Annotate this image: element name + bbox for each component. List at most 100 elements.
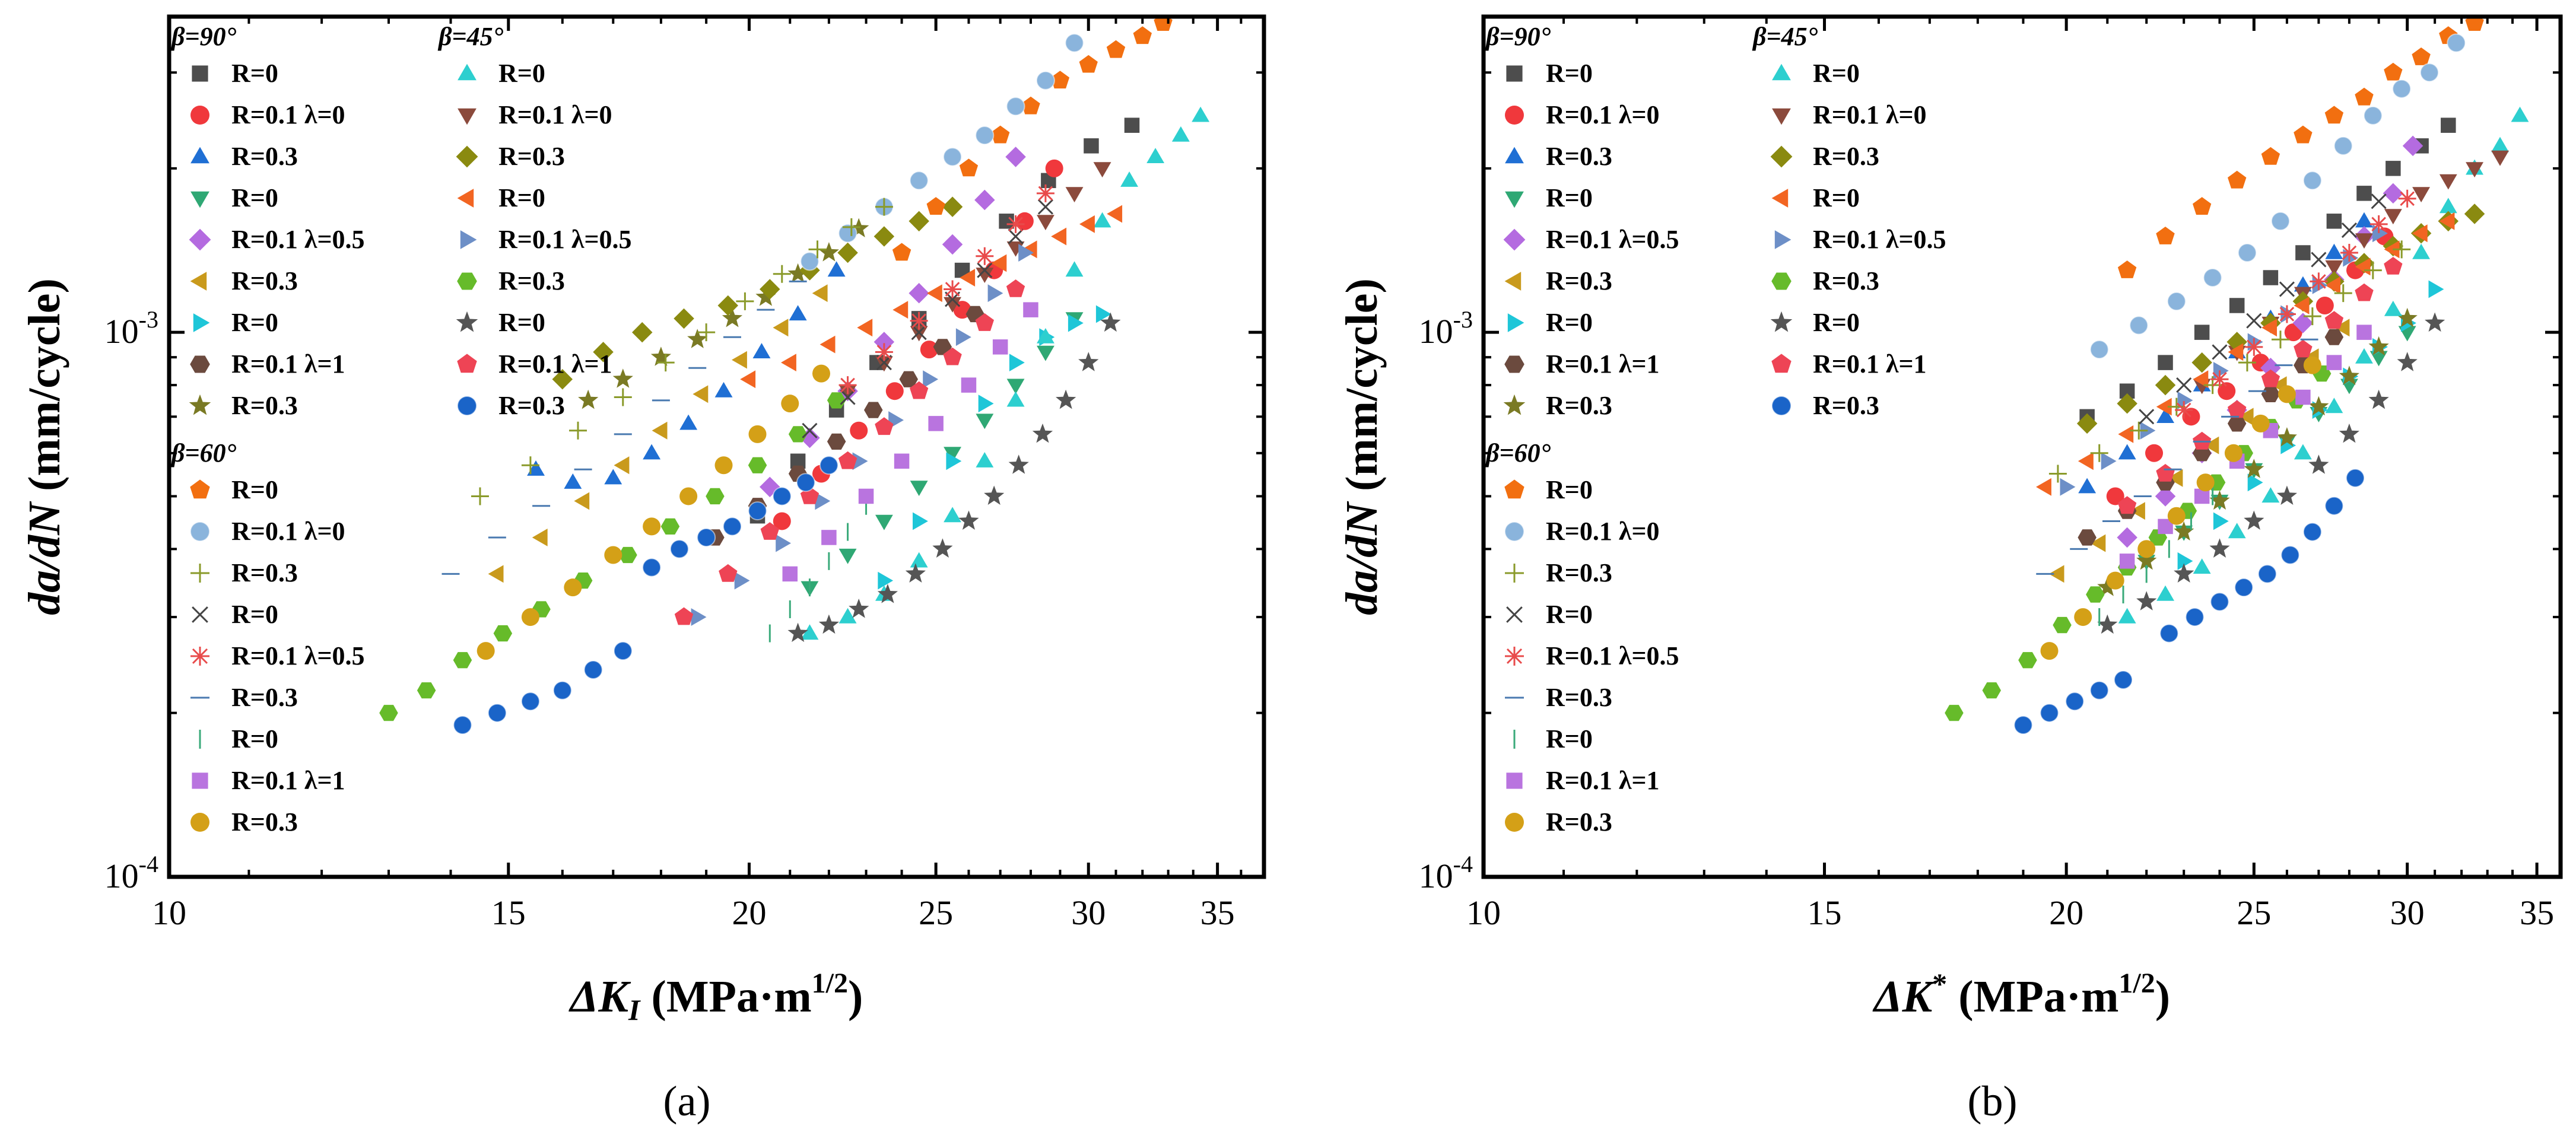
- legend-label: R=0: [1546, 183, 1593, 212]
- series-1: [2106, 227, 2394, 505]
- legend-label: R=0.1 λ=1: [1546, 766, 1660, 795]
- data-point: [1021, 240, 1037, 259]
- data-point: [2345, 468, 2365, 488]
- legend-label: R=0.1 λ=0: [231, 100, 345, 129]
- legend-label: R=0.3: [1813, 142, 1879, 171]
- legend-symbol: [192, 606, 208, 623]
- data-point: [2383, 183, 2404, 204]
- data-point: [2425, 312, 2445, 332]
- legend-group-title: β=90°: [170, 22, 237, 51]
- series-24: [2098, 487, 2214, 626]
- data-point: [564, 578, 582, 597]
- data-point: [1171, 126, 1190, 142]
- series-15: [2097, 312, 2445, 634]
- data-point: [2156, 408, 2174, 423]
- data-point: [802, 422, 818, 438]
- data-point: [2270, 211, 2290, 231]
- data-point: [493, 625, 513, 642]
- data-point: [944, 280, 962, 298]
- data-point: [2260, 358, 2281, 379]
- data-point: [2292, 313, 2314, 333]
- data-point: [2325, 397, 2343, 414]
- series-26: [477, 364, 830, 660]
- data-point: [1050, 71, 1070, 89]
- data-point: [837, 242, 858, 263]
- data-point: [776, 534, 791, 552]
- data-point: [379, 705, 398, 721]
- series-25: [782, 302, 1038, 582]
- x-tick-label: 20: [2049, 893, 2083, 932]
- data-point: [734, 571, 750, 590]
- data-point: [1124, 117, 1140, 133]
- legend-symbol: [190, 272, 207, 291]
- data-point: [773, 512, 791, 530]
- data-point: [2326, 355, 2342, 370]
- data-point: [1037, 215, 1054, 231]
- series-17: [2013, 468, 2365, 735]
- data-point: [714, 456, 733, 475]
- data-point: [1037, 345, 1054, 361]
- data-point: [2384, 300, 2402, 316]
- legend-label: R=0: [231, 308, 278, 337]
- legend-label: R=0.3: [231, 807, 298, 837]
- data-point: [2276, 427, 2297, 447]
- data-point: [1008, 454, 1029, 474]
- data-point: [2036, 478, 2051, 496]
- data-point: [2261, 369, 2280, 387]
- data-point: [2257, 564, 2277, 584]
- data-point: [875, 356, 893, 372]
- data-point: [527, 460, 545, 476]
- series-3: [801, 312, 1084, 597]
- data-point: [842, 218, 860, 236]
- data-point: [2209, 490, 2230, 510]
- legend-label: R=0.1 λ=0.5: [1546, 641, 1679, 670]
- data-point: [2060, 478, 2076, 496]
- data-point: [2185, 608, 2205, 627]
- data-point: [2263, 270, 2279, 285]
- panel-label: (a): [663, 1077, 711, 1125]
- data-point: [942, 234, 963, 255]
- data-point: [2465, 17, 2484, 31]
- data-point: [2156, 585, 2174, 601]
- data-point: [2294, 125, 2313, 144]
- data-point: [2176, 377, 2192, 393]
- legend-symbol: [1504, 521, 1524, 542]
- data-point: [976, 414, 994, 430]
- data-point: [2177, 391, 2193, 409]
- data-point: [976, 268, 994, 283]
- data-point: [1036, 71, 1055, 90]
- data-point: [740, 370, 756, 389]
- data-point: [2129, 316, 2149, 335]
- legend-symbol: [1504, 479, 1524, 499]
- x-tick-label: 25: [2237, 893, 2271, 932]
- data-point: [2196, 473, 2215, 492]
- data-point: [2227, 415, 2247, 432]
- series-7: [2078, 329, 2344, 546]
- data-point: [2229, 298, 2245, 313]
- data-point: [722, 517, 742, 536]
- legend-label: R=0.1 λ=1: [1546, 349, 1660, 379]
- data-point: [2106, 487, 2124, 505]
- legend-symbol: [456, 311, 478, 332]
- data-point: [976, 247, 994, 265]
- legend-label: R=0.1 λ=0: [231, 517, 345, 546]
- series-0: [749, 117, 1140, 524]
- data-point: [2210, 370, 2229, 389]
- legend-symbol: [190, 479, 210, 499]
- legend-group-title: β=45°: [1752, 22, 1818, 51]
- data-point: [1037, 328, 1054, 344]
- data-point: [2355, 212, 2373, 228]
- data-point: [2355, 348, 2373, 364]
- data-point: [2397, 307, 2418, 327]
- data-point: [961, 377, 977, 393]
- series-13: [691, 244, 1034, 626]
- data-point: [910, 552, 928, 568]
- legend-label: R=0: [1813, 59, 1860, 88]
- data-point: [583, 660, 603, 680]
- data-point: [2308, 454, 2329, 474]
- data-point: [674, 308, 694, 329]
- data-point: [1079, 55, 1098, 73]
- data-point: [604, 546, 622, 564]
- data-point: [1133, 26, 1152, 44]
- data-point: [2447, 33, 2466, 53]
